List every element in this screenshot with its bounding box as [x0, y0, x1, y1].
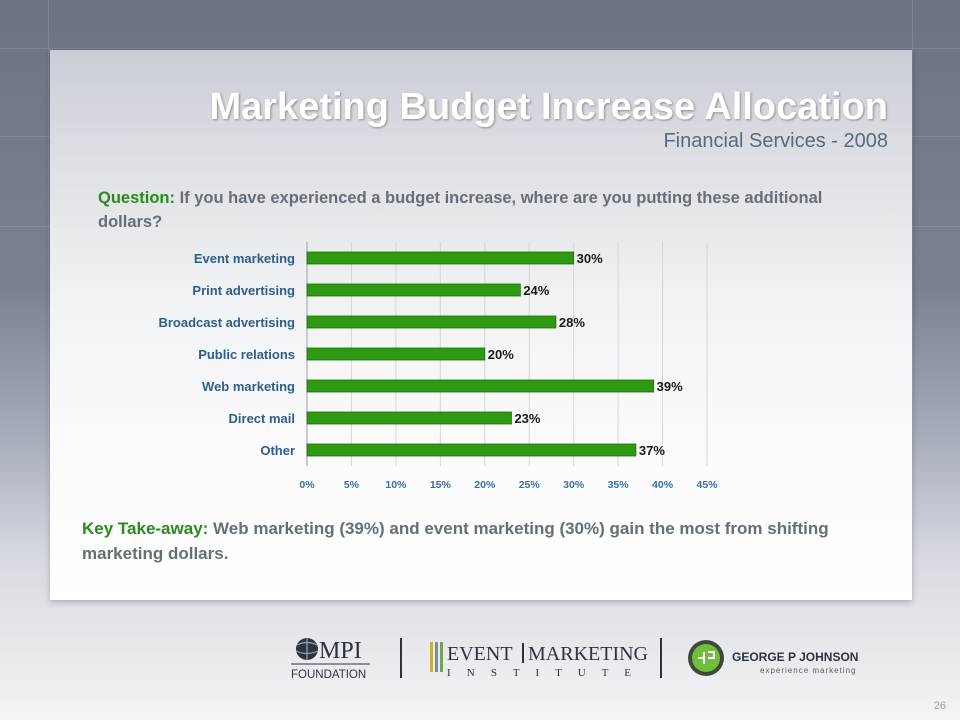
data-label: 28% — [559, 315, 585, 330]
x-tick-label: 0% — [299, 479, 315, 491]
question-label: Question: — [98, 189, 175, 207]
slide-title: Marketing Budget Increase Allocation — [209, 86, 888, 128]
x-tick-label: 45% — [696, 479, 718, 491]
data-label: 23% — [514, 411, 540, 426]
bar — [306, 251, 575, 265]
gpj-tagline-text: experience marketing — [760, 666, 856, 675]
mpi-foundation-logo: MPI FOUNDATION — [291, 638, 370, 681]
chart-value-labels: 30% 24% 28% 20% 39% 23% 37% — [488, 251, 683, 458]
mpi-text: MPI — [319, 638, 362, 664]
chart-bars — [306, 251, 655, 457]
page-number: 26 — [933, 700, 946, 712]
key-takeaway: Key Take-away: Web marketing (39%) and e… — [82, 516, 902, 566]
category-label: Broadcast advertising — [158, 315, 295, 330]
data-label: 20% — [488, 347, 514, 362]
x-tick-label: 30% — [563, 479, 585, 491]
takeaway-body: Web marketing (39%) and event marketing … — [82, 519, 829, 563]
bar — [306, 315, 557, 329]
mpi-foundation-text: FOUNDATION — [291, 669, 366, 681]
background-grid-line — [0, 48, 960, 49]
gpj-name-text: GEORGE P JOHNSON — [732, 650, 858, 664]
george-p-johnson-logo: GEORGE P JOHNSON experience marketing — [688, 640, 858, 676]
x-tick-label: 10% — [385, 479, 407, 491]
bar — [306, 347, 486, 361]
data-label: 37% — [639, 443, 665, 458]
emi-marketing-text: MARKETING — [528, 643, 648, 665]
chart-x-tick-labels: 0% 5% 10% 15% 20% 25% 30% 35% 40% 45% — [299, 479, 718, 491]
bar — [306, 283, 521, 297]
data-label: 39% — [657, 379, 683, 394]
data-label: 30% — [577, 251, 603, 266]
x-tick-label: 40% — [652, 479, 674, 491]
bar — [306, 443, 637, 457]
slide-subtitle: Financial Services - 2008 — [663, 130, 888, 152]
x-tick-label: 35% — [608, 479, 630, 491]
bar — [306, 379, 655, 393]
question-text: Question: If you have experienced a budg… — [98, 186, 888, 234]
x-tick-label: 15% — [430, 479, 452, 491]
category-label: Direct mail — [229, 411, 295, 426]
x-tick-label: 20% — [474, 479, 496, 491]
x-tick-label: 5% — [344, 479, 360, 491]
takeaway-label: Key Take-away: — [82, 519, 209, 538]
background-grid-line — [912, 0, 913, 520]
x-tick-label: 25% — [519, 479, 541, 491]
data-label: 24% — [523, 283, 549, 298]
logo-divider — [400, 638, 402, 678]
emi-event-text: EVENT — [447, 643, 513, 665]
category-label: Public relations — [198, 347, 295, 362]
category-label: Web marketing — [202, 379, 295, 394]
category-label: Event marketing — [194, 251, 295, 266]
gpj-circle-icon — [692, 644, 720, 672]
emi-institute-text: I N S T I T U T E — [447, 667, 631, 679]
logo-divider — [660, 638, 662, 678]
chart-category-labels: Event marketing Print advertising Broadcas… — [158, 251, 295, 458]
bar — [306, 411, 512, 425]
question-body: If you have experienced a budget increas… — [98, 189, 823, 231]
event-marketing-institute-logo: EVENT MARKETING I N S T I T U T E — [430, 642, 648, 679]
background-grid-line — [48, 0, 49, 520]
category-label: Print advertising — [192, 283, 295, 298]
footer-logos: MPI FOUNDATION EVENT MARKETING I N S T I… — [291, 638, 858, 681]
category-label: Other — [260, 443, 295, 458]
